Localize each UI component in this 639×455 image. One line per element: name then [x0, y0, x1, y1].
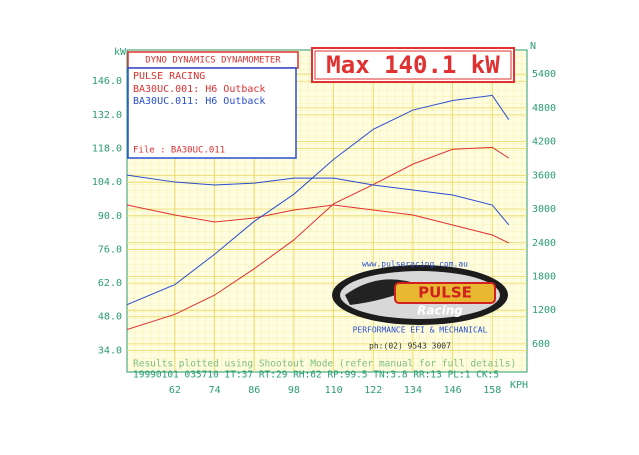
logo-url: www.pulseracing.com.au	[362, 260, 468, 269]
y2-axis-label: N	[530, 41, 536, 52]
legend-entry: BA30UC.001: H6 Outback	[133, 84, 265, 95]
y-tick-label: 132.0	[92, 110, 122, 121]
footer-note: Results plotted using Shootout Mode (ref…	[133, 359, 516, 370]
force-line	[126, 174, 510, 226]
y-tick-label: 146.0	[92, 76, 122, 87]
force-line	[126, 204, 510, 244]
x-tick-label: 146	[444, 385, 462, 396]
y2-tick-label: 4800	[532, 103, 556, 114]
y2-tick-label: 3600	[532, 170, 556, 181]
x-tick-label: 134	[404, 385, 422, 396]
y-tick-label: 76.0	[98, 244, 122, 255]
x-tick-label: 86	[248, 385, 260, 396]
y-tick-label: 90.0	[98, 211, 122, 222]
y2-tick-label: 5400	[532, 69, 556, 80]
x-tick-label: 122	[364, 385, 382, 396]
power-line	[126, 146, 510, 330]
y2-tick-label: 1800	[532, 271, 556, 282]
y-tick-label: 118.0	[92, 144, 122, 155]
x-tick-label: 110	[325, 385, 343, 396]
y2-tick-label: 600	[532, 339, 550, 350]
x-tick-label: 62	[169, 385, 181, 396]
shop: PULSE RACING	[133, 71, 205, 82]
y2-tick-label: 1200	[532, 305, 556, 316]
y-tick-label: 48.0	[98, 312, 122, 323]
logo-word: PULSE	[418, 284, 472, 302]
y-tick-label: 104.0	[92, 177, 122, 188]
x-tick-label: 74	[209, 385, 221, 396]
y2-tick-label: 2400	[532, 238, 556, 249]
max-box-inner	[314, 50, 512, 80]
power-line	[126, 94, 510, 306]
x-tick-label: 158	[483, 385, 501, 396]
x-tick-label: 98	[288, 385, 300, 396]
y-axis-label: kW	[114, 47, 127, 58]
legend-box	[127, 67, 297, 159]
y2-tick-label: 4200	[532, 137, 556, 148]
max-box	[311, 47, 515, 83]
file-label: File : BA30UC.011	[133, 146, 225, 156]
logo-phone: ph:(02) 9543 3007	[369, 342, 451, 351]
x-axis-label: KPH	[510, 380, 528, 391]
y-tick-label: 62.0	[98, 278, 122, 289]
y-tick-label: 34.0	[98, 345, 122, 356]
logo: PULSE Racing www.pulseracing.com.au PERF…	[332, 260, 508, 351]
footer-conditions: 19990101 035710 IT:37 RT:29 RH:62 RP:99.…	[133, 370, 499, 381]
header: DYNO DYNAMICS DYNAMOMETER	[145, 56, 281, 66]
legend-entry: BA30UC.011: H6 Outback	[133, 96, 265, 107]
logo-tagline: PERFORMANCE EFI & MECHANICAL	[353, 326, 488, 335]
max-power: Max 140.1 kW	[326, 51, 500, 79]
y2-tick-label: 3000	[532, 204, 556, 215]
logo-word: Racing	[417, 304, 463, 318]
